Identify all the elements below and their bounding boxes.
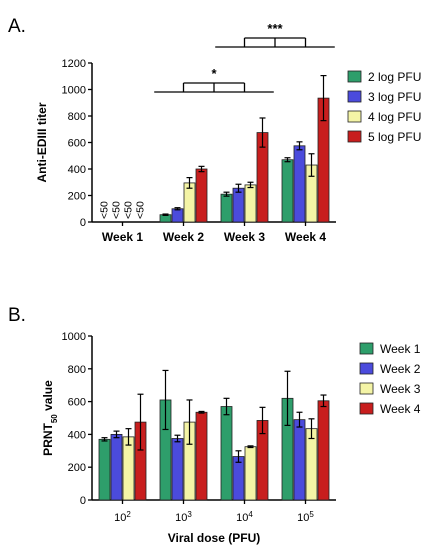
panel-b-y-tick-label: 200 [68, 462, 86, 474]
panel-a-y-tick-label: 1200 [62, 58, 86, 70]
panel-b-bar [232, 456, 245, 501]
panel-a-x-tick-label: Week 3 [224, 230, 265, 244]
panel-a-bar [220, 193, 233, 223]
panel-a-x-tick-label: Week 2 [163, 230, 204, 244]
panel-a-legend-label: 4 log PFU [368, 110, 421, 124]
panel-b-bar [171, 438, 184, 501]
panel-a-y-tick-label: 600 [68, 138, 86, 150]
panel-a-below-limit-label: <50 [99, 201, 111, 219]
panel-a-legend-swatch [347, 70, 362, 83]
panel-b-bar [305, 428, 318, 501]
panel-a-legend-swatch [347, 130, 362, 143]
panel-a-x-tick-label: Week 1 [102, 230, 143, 244]
panel-a-below-limit-label: <50 [123, 201, 135, 219]
panel-a-legend-label: 2 log PFU [368, 70, 421, 84]
panel-a-y-axis-title: Anti-EDIII titer [35, 102, 49, 182]
panel-b-bar [317, 400, 330, 501]
panel-b-x-tick-label: 103 [175, 510, 192, 525]
panel-a-legend-swatch [347, 110, 362, 123]
panel-a-bar [281, 159, 294, 223]
panel-a-significance-label: * [211, 66, 217, 81]
panel-b-bar [195, 411, 208, 501]
panel-b-y-tick-label: 0 [80, 495, 86, 507]
panel-b-x-axis-title: Viral dose (PFU) [168, 531, 260, 545]
panel-a-bar [195, 168, 208, 223]
panel-b-bar [220, 406, 233, 501]
panel-b-x-tick-label: 105 [297, 510, 314, 525]
panel-b-bar [293, 419, 306, 501]
panel-b-bar [98, 438, 111, 501]
panel-a-legend-swatch [347, 90, 362, 103]
panel-b-legend-label: Week 3 [380, 382, 421, 396]
panel-a-bar [293, 145, 306, 223]
panel-a-y-tick-label: 0 [80, 217, 86, 229]
panel-a-bar [232, 187, 245, 223]
panel-a-y-tick-label: 800 [68, 111, 86, 123]
panel-b-legend-swatch [359, 402, 374, 415]
panel-a-legend-label: 3 log PFU [368, 90, 421, 104]
panel-a-y-tick-label: 1000 [62, 85, 86, 97]
panel-a-y-tick-label: 400 [68, 164, 86, 176]
panel-b-panel-label: B. [8, 305, 26, 326]
panel-b-y-tick-label: 400 [68, 429, 86, 441]
panel-a-below-limit-label: <50 [135, 201, 147, 219]
panel-b-bar [110, 433, 123, 501]
panel-a-panel-label: A. [8, 16, 26, 37]
panel-b-y-tick-label: 1000 [62, 331, 86, 343]
panel-b-legend-swatch [359, 362, 374, 375]
panel-b-legend-swatch [359, 382, 374, 395]
panel-b-bar [244, 446, 257, 501]
panel-b-y-tick-label: 800 [68, 364, 86, 376]
panel-b-y-tick-label: 600 [68, 397, 86, 409]
panel-b-y-axis-title: PRNT50 value [41, 380, 59, 456]
panel-b-legend-swatch [359, 342, 374, 355]
panel-b-legend-label: Week 4 [380, 402, 421, 416]
panel-a-legend-label: 5 log PFU [368, 130, 421, 144]
panel-a-bar [171, 208, 184, 223]
panel-a-below-limit-label: <50 [111, 201, 123, 219]
panel-a-y-tick-label: 200 [68, 191, 86, 203]
panel-b-x-tick-label: 102 [114, 510, 131, 525]
panel-a-bar [244, 184, 257, 223]
panel-b-bar [122, 436, 135, 501]
panel-b-legend-label: Week 1 [380, 342, 421, 356]
panel-b-x-tick-label: 104 [236, 510, 253, 525]
panel-a-significance-label: *** [267, 21, 283, 36]
panel-a-x-tick-label: Week 4 [285, 230, 326, 244]
panel-b-legend-label: Week 2 [380, 362, 421, 376]
